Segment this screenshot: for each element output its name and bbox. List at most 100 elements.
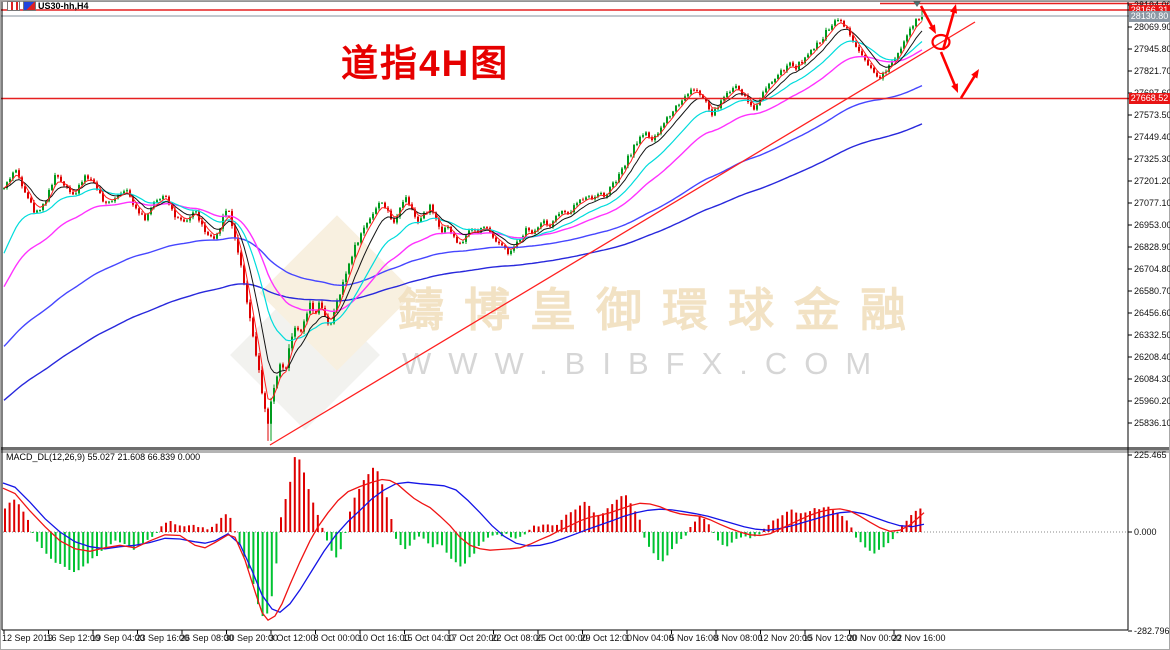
up-arrow-bounce[interactable] [959,72,978,99]
candle-body [57,175,59,177]
macd-histogram-bar [684,532,687,536]
candle-body [417,216,419,222]
candle-body [162,196,164,200]
down-arrow-to-support-head [951,83,958,93]
candle-body [186,220,188,222]
pane-separator[interactable] [0,447,1170,450]
macd-histogram-bar [514,532,517,539]
candle-body [81,182,83,186]
candle-body [609,187,611,195]
candle-body [621,168,623,174]
candle-body [615,182,617,184]
macd-histogram-bar [491,532,494,536]
candle-body [189,217,191,221]
candle-body [408,197,410,205]
macd-histogram-bar [441,532,443,546]
down-arrow-into-circle[interactable] [919,5,935,31]
macd-histogram-bar [326,532,328,541]
candle-body [294,327,296,337]
candle-body [669,116,671,118]
candle-body [450,226,452,233]
macd-histogram-bar [464,532,466,564]
candle-body [285,367,287,369]
candle-body [435,212,437,219]
candle-body [498,241,500,244]
macd-histogram-bar [22,511,25,532]
candle-body [321,302,323,308]
object-anchor-marker[interactable] [913,1,921,7]
up-arrow-breakout[interactable] [941,8,956,51]
macd-histogram-bar [220,517,223,532]
candle-body [492,232,494,238]
candle-body [270,401,272,424]
macd-histogram-bar [385,497,388,532]
candle-body [303,321,305,332]
macd-histogram-bar [482,532,485,542]
macd-histogram-bar [809,511,811,532]
candle-body [231,211,233,227]
candle-body [87,175,89,179]
macd-histogram-bar [730,532,733,543]
candle-body [420,218,422,222]
candle-body [762,92,764,100]
macd-histogram-bar [597,515,600,532]
candle-body [708,101,710,110]
candle-body [852,35,854,42]
macd-histogram-bar [436,532,439,545]
macd-histogram-bar [303,472,305,532]
macd-histogram-bar [422,532,425,539]
macd-histogram-bar [270,532,273,597]
candle-body [486,227,488,229]
macd-histogram-bar [657,532,660,560]
macd-histogram-bar [836,512,839,532]
macd-histogram-bar [188,525,190,532]
candle-body [807,54,809,58]
macd-histogram-bar [882,532,885,548]
macd-histogram-bar [390,519,393,532]
candle-body [399,207,401,217]
macd-histogram-bar [602,513,604,532]
candle-body [306,313,308,322]
down-arrow-to-support[interactable] [939,51,958,89]
candle-body [858,46,860,52]
candle-body [48,190,50,202]
candle-body [696,90,698,92]
candle-body [834,20,836,26]
macd-histogram-bar [473,532,476,554]
candle-body [774,78,776,83]
macd-histogram-bar [505,532,508,534]
macd-histogram-bar [404,532,407,550]
candle-body [744,94,746,96]
macd-histogram-bar [63,532,66,567]
candle-body [171,204,173,210]
candle-body [702,94,704,99]
candle-body [456,236,458,243]
macd-histogram-bar [36,532,39,542]
up-arrow-breakout-head [950,4,958,14]
candle-body [114,198,116,202]
candle-body [678,104,680,106]
candle-body [195,211,197,213]
candle-body [438,218,440,227]
watermark-url-text: WWW.BIBFX.COM [402,346,889,381]
candle-body [576,203,578,206]
macd-histogram-bar [31,532,34,533]
macd-histogram-bar [510,532,512,538]
macd-histogram-bar [878,532,880,550]
macd-histogram-bar [381,484,384,532]
retest-circle-annotation[interactable] [931,33,951,51]
candle-body [378,203,380,209]
macd-histogram-bar [542,524,545,532]
candle-body [12,172,14,179]
macd-histogram-bar [266,532,269,614]
candle-body [414,209,416,217]
macd-histogram-bar [477,532,480,546]
candle-body [633,145,635,156]
candle-body [831,25,833,30]
macd-histogram-bar [827,506,830,532]
candle-body [765,88,767,93]
ascending-trendline[interactable] [269,21,976,446]
macd-histogram-bar [592,512,595,532]
candle-body [819,42,821,44]
